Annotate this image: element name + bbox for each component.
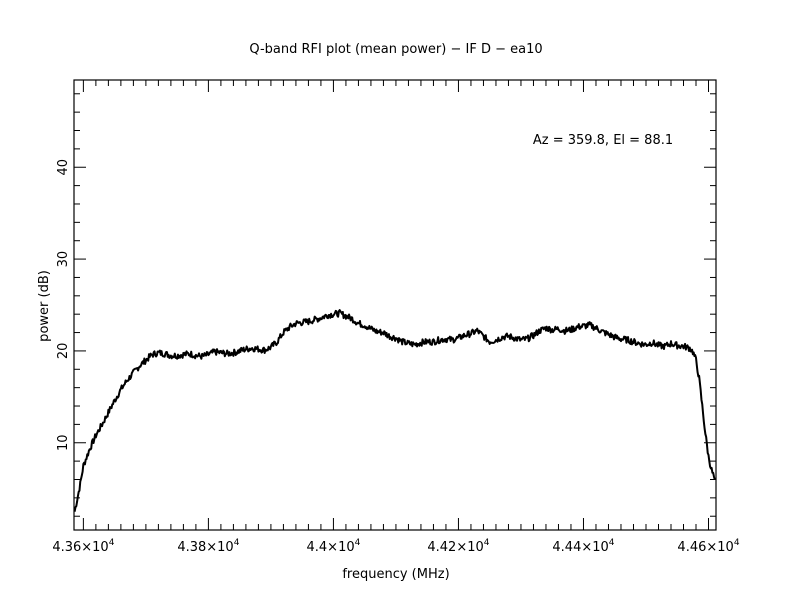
- x-tick-label: 4.38×104: [177, 538, 239, 555]
- x-tick-exponent: 4: [609, 538, 615, 548]
- x-tick-label: 4.46×104: [677, 538, 739, 555]
- plot-frame: [73, 79, 717, 531]
- y-tick-label: 30: [56, 251, 71, 268]
- x-tick-label: 4.42×104: [427, 538, 489, 555]
- x-tick-exponent: 4: [734, 538, 740, 548]
- azimuth-elevation-annotation: Az = 359.8, El = 88.1: [533, 133, 673, 148]
- y-tick-label: 20: [56, 343, 71, 360]
- x-tick-exponent: 4: [234, 538, 240, 548]
- x-tick-label: 4.4×104: [307, 538, 361, 555]
- chart-title: Q-band RFI plot (mean power) − IF D − ea…: [249, 42, 542, 57]
- axis-ticks: [74, 80, 716, 530]
- x-axis-label: frequency (MHz): [342, 567, 449, 582]
- y-tick-label: 10: [56, 434, 71, 451]
- power-series-line: [73, 309, 716, 512]
- x-tick-label: 4.44×104: [552, 538, 614, 555]
- x-tick-exponent: 4: [484, 538, 490, 548]
- x-tick-label: 4.36×104: [52, 538, 114, 555]
- axis-tick-labels: 4.36×104 4.38×104 4.4×104 4.42×104 4.44×104 4…: [52, 159, 740, 555]
- x-tick-exponent: 4: [355, 538, 361, 548]
- y-axis-label: power (dB): [37, 270, 52, 342]
- x-tick-exponent: 4: [109, 538, 115, 548]
- y-tick-label: 40: [56, 159, 71, 176]
